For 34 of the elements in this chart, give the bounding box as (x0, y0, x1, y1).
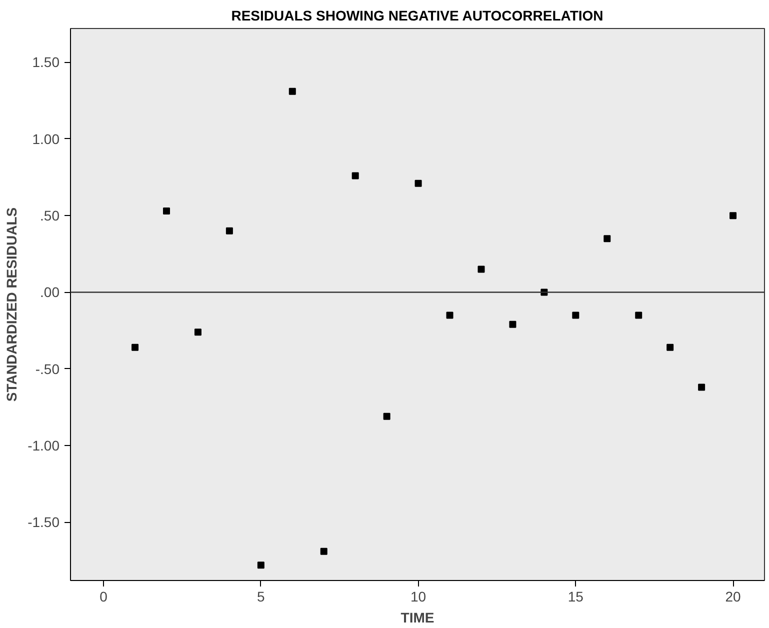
point (257, 562, 264, 569)
x-axis-title: TIME (400, 610, 434, 626)
point (572, 312, 580, 319)
y-tick-label: -1.00 (28, 438, 60, 454)
point (320, 548, 328, 555)
point (194, 328, 202, 336)
point (604, 235, 611, 242)
point (509, 320, 516, 328)
point (446, 312, 454, 319)
x-tick-label: 20 (725, 588, 742, 604)
x-tick-label: 0 (100, 588, 108, 604)
y-tick-label: .00 (40, 284, 60, 300)
y-tick-label: 1.00 (32, 130, 60, 147)
y-tick-label: -1.50 (28, 514, 60, 530)
point (666, 344, 674, 351)
x-tick-label: 10 (410, 588, 426, 604)
y-tick-label: -.50 (35, 360, 60, 377)
point (162, 207, 170, 214)
point (698, 384, 706, 391)
point (383, 412, 390, 420)
point (635, 312, 642, 319)
y-axis-title: STANDARDIZED RESIDUALS (4, 207, 20, 402)
point (478, 266, 485, 273)
y-tick-label: .50 (40, 208, 60, 224)
point (288, 88, 296, 95)
x-tick-label: 5 (257, 588, 266, 604)
point (414, 180, 422, 187)
point (730, 212, 737, 220)
point (226, 227, 233, 234)
point (352, 172, 359, 180)
point (132, 344, 139, 351)
y-tick-label: 1.50 (32, 54, 60, 70)
x-tick-label: 15 (568, 588, 584, 604)
chart-title: RESIDUALS SHOWING NEGATIVE AUTOCORRELATION (231, 8, 604, 24)
